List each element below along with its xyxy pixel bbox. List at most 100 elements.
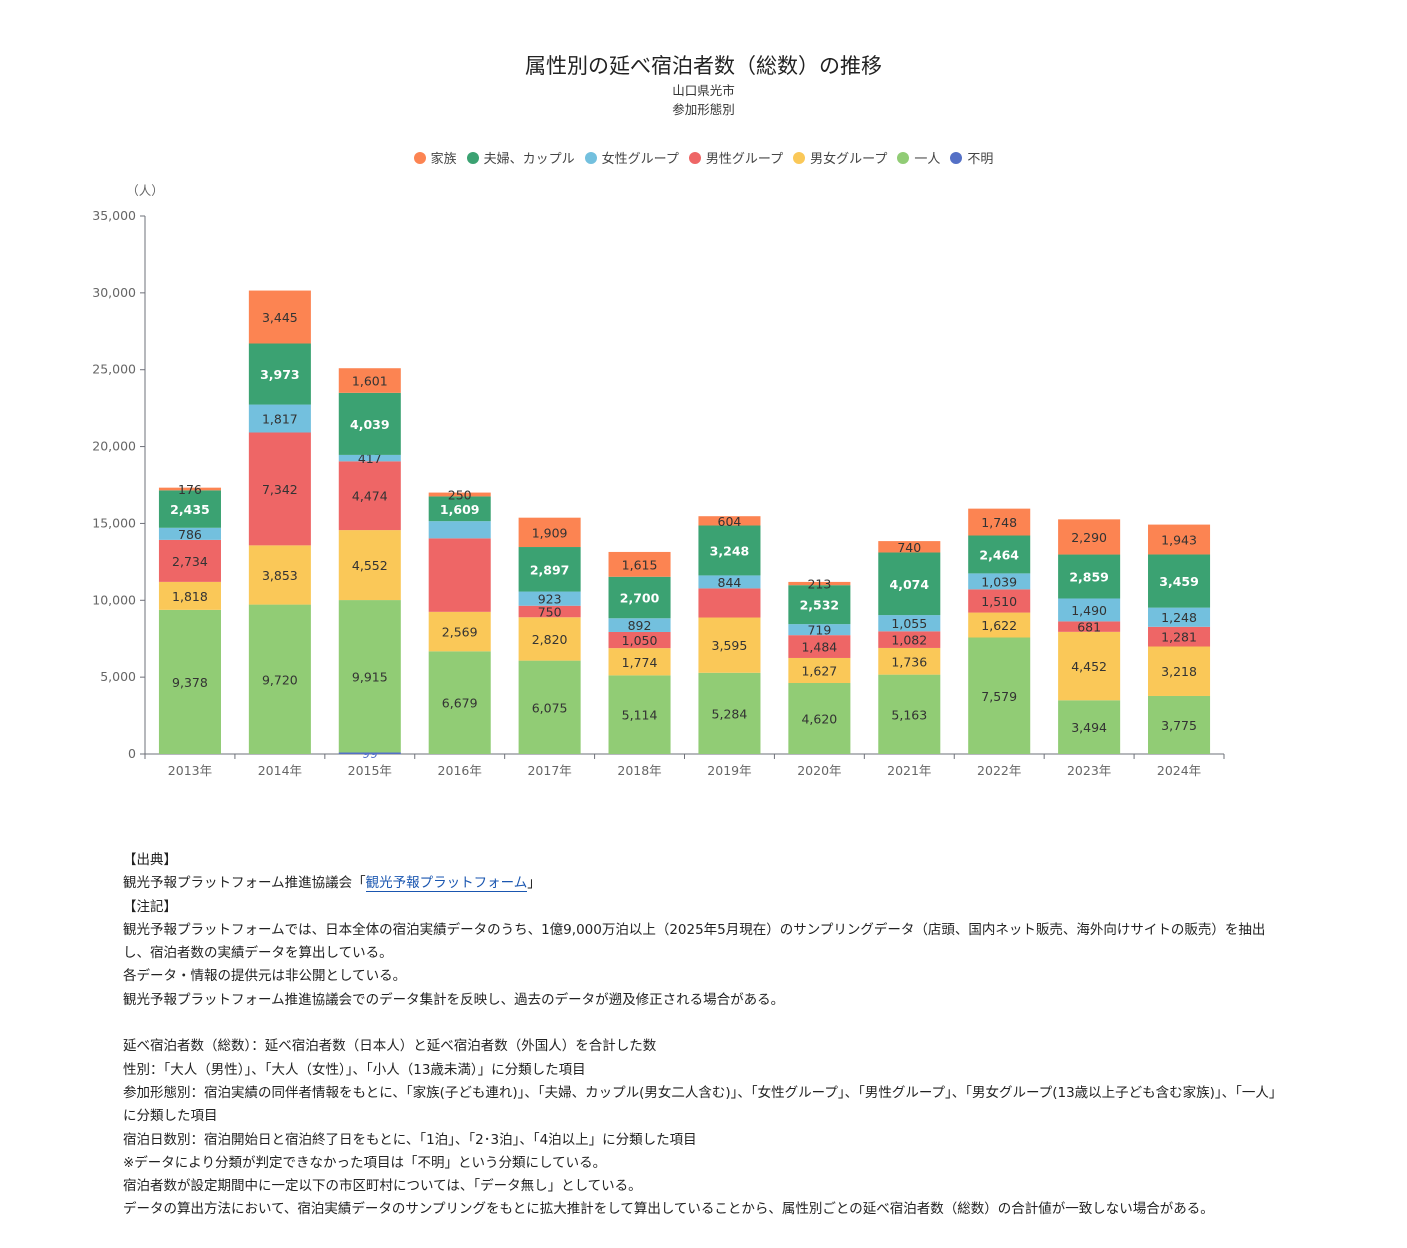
bar-value-label: 844 (718, 575, 742, 590)
bar-segment (1058, 700, 1121, 754)
bar-segment (788, 657, 851, 683)
bar-segment (338, 752, 401, 754)
bar-value-label: 892 (628, 618, 652, 633)
legend-item[interactable]: 男性グループ (688, 148, 783, 167)
legend-item[interactable]: 不明 (950, 148, 993, 167)
note-line: 性別：「大人（男性）」、「大人（女性）」、「小人（13歳未満）」に分類した項目 (123, 1061, 586, 1078)
source-link[interactable]: 観光予報プラットフォーム (365, 875, 528, 893)
bar-segment (968, 508, 1031, 536)
legend-item[interactable]: 家族 (413, 148, 457, 167)
bar-segment (248, 343, 311, 405)
legend-item[interactable]: 男女グループ (793, 148, 887, 167)
bar-segment (518, 517, 581, 548)
chart-legend: 家族 夫婦、カップル 女性グループ 男性グループ 男女グループ 一人 不明 (0, 148, 1407, 167)
note-line: 延べ宿泊者数（総数）：延べ宿泊者数（日本人）と延べ宿泊者数（外国人）を合計した数 (123, 1038, 657, 1055)
bar-value-label: 1,622 (981, 618, 1017, 633)
chart-title: 属性別の延べ宿泊者数（総数）の推移 (525, 54, 882, 78)
bar-segment (788, 635, 851, 658)
bar-segment (158, 527, 221, 540)
bar-segment (698, 575, 761, 589)
bar-value-label: 604 (718, 514, 742, 529)
bar-segment (1148, 626, 1211, 647)
bar-segment (1058, 598, 1121, 622)
legend-swatch (793, 151, 806, 164)
bar-value-label: 681 (1077, 620, 1101, 635)
bar-segment (608, 576, 671, 619)
bar-value-label: 9,378 (172, 675, 208, 690)
bar-value-label: 1,510 (981, 594, 1017, 609)
bar-segment (158, 539, 221, 582)
bar-segment (968, 535, 1031, 574)
bar-value-label: 6,075 (532, 700, 568, 715)
bar-segment (698, 588, 761, 618)
bar-segment (698, 672, 761, 754)
source-prefix: 観光予報プラットフォーム推進協議会「 (123, 875, 366, 892)
bar-value-label: 3,595 (712, 638, 748, 653)
bar-value-label: 4,620 (801, 711, 837, 726)
legend-item[interactable]: 一人 (897, 148, 940, 167)
bar-segment (698, 617, 761, 673)
chart-subtitle-region: 山口県光市 (672, 83, 735, 98)
bar-value-label: 2,820 (532, 632, 568, 647)
bar-segment (338, 392, 401, 455)
bar-segment (878, 541, 941, 553)
y-tick-label: 35,000 (92, 208, 136, 223)
note-line: 参加形態別：宿泊実績の同伴者情報をもとに、「家族(子ども連れ)」、「夫婦、カップ… (123, 1084, 1283, 1125)
bar-segment (248, 432, 311, 546)
source-suffix: 」 (527, 875, 541, 892)
note-line: ※データにより分類が判定できなかった項目は「不明」という分類にしている。 (123, 1154, 607, 1171)
bar-segment (518, 617, 581, 661)
bar-segment (248, 604, 311, 754)
legend-label: 不明 (967, 152, 994, 167)
note-line: 各データ・情報の提供元は非公開としている。 (123, 968, 407, 985)
bar-segment (968, 612, 1031, 638)
bar-value-label: 2,859 (1069, 570, 1109, 585)
bar-value-label: 1,082 (891, 633, 927, 648)
legend-swatch (897, 151, 910, 164)
bar-segment (698, 525, 761, 576)
bar-segment (608, 551, 671, 577)
bar-value-label: 750 (538, 605, 562, 620)
bar-value-label: 4,474 (352, 489, 388, 504)
bar-value-label: 1,050 (622, 633, 658, 648)
bar-value-label: 1,484 (801, 640, 837, 655)
note-line: 宿泊者数が設定期間中に一定以下の市区町村については、「データ無し」としている。 (123, 1178, 642, 1195)
x-tick-label: 2020年 (797, 763, 841, 778)
bar-value-label: 1,615 (622, 557, 658, 572)
bar-segment (428, 496, 491, 522)
legend-item[interactable]: 夫婦、カップル (466, 148, 575, 167)
bar-value-label: 2,569 (442, 625, 478, 640)
x-tick-label: 2024年 (1157, 763, 1201, 778)
bar-value-label: 1,490 (1071, 603, 1107, 618)
notes-block-1: 観光予報プラットフォームでは、日本全体の宿泊実績データのうち、1億9,000万泊… (123, 919, 1283, 1012)
bar-segment (248, 404, 311, 433)
y-tick-label: 20,000 (92, 439, 136, 454)
y-tick-label: 5,000 (100, 669, 136, 684)
bar-value-label: 2,532 (800, 598, 840, 613)
y-tick-label: 10,000 (92, 592, 136, 607)
notes-heading: 【注記】 (123, 898, 177, 915)
bar-value-label: 2,464 (979, 547, 1019, 562)
bar-segment (968, 637, 1031, 754)
bar-segment (428, 521, 491, 539)
bar-segment (878, 647, 941, 675)
x-tick-label: 2014年 (258, 763, 302, 778)
bar-segment (788, 682, 851, 754)
bar-segment (248, 545, 311, 605)
bar-value-label: 2,897 (530, 562, 570, 577)
legend-swatch (584, 151, 597, 164)
bar-value-label: 2,435 (170, 502, 210, 517)
bar-value-label: 3,853 (262, 568, 298, 583)
legend-swatch (950, 151, 963, 164)
bar-segment (518, 605, 581, 618)
bar-value-label: 6,679 (442, 696, 478, 711)
bar-segment (1058, 554, 1121, 599)
bar-value-label: 1,055 (891, 616, 927, 631)
bar-segment (428, 538, 491, 612)
bar-segment (338, 600, 401, 753)
bar-value-label: 4,074 (890, 577, 930, 592)
bar-value-label: 176 (178, 482, 202, 497)
bar-value-label: 4,039 (350, 417, 390, 432)
legend-item[interactable]: 女性グループ (584, 148, 679, 167)
bar-segment (878, 631, 941, 648)
